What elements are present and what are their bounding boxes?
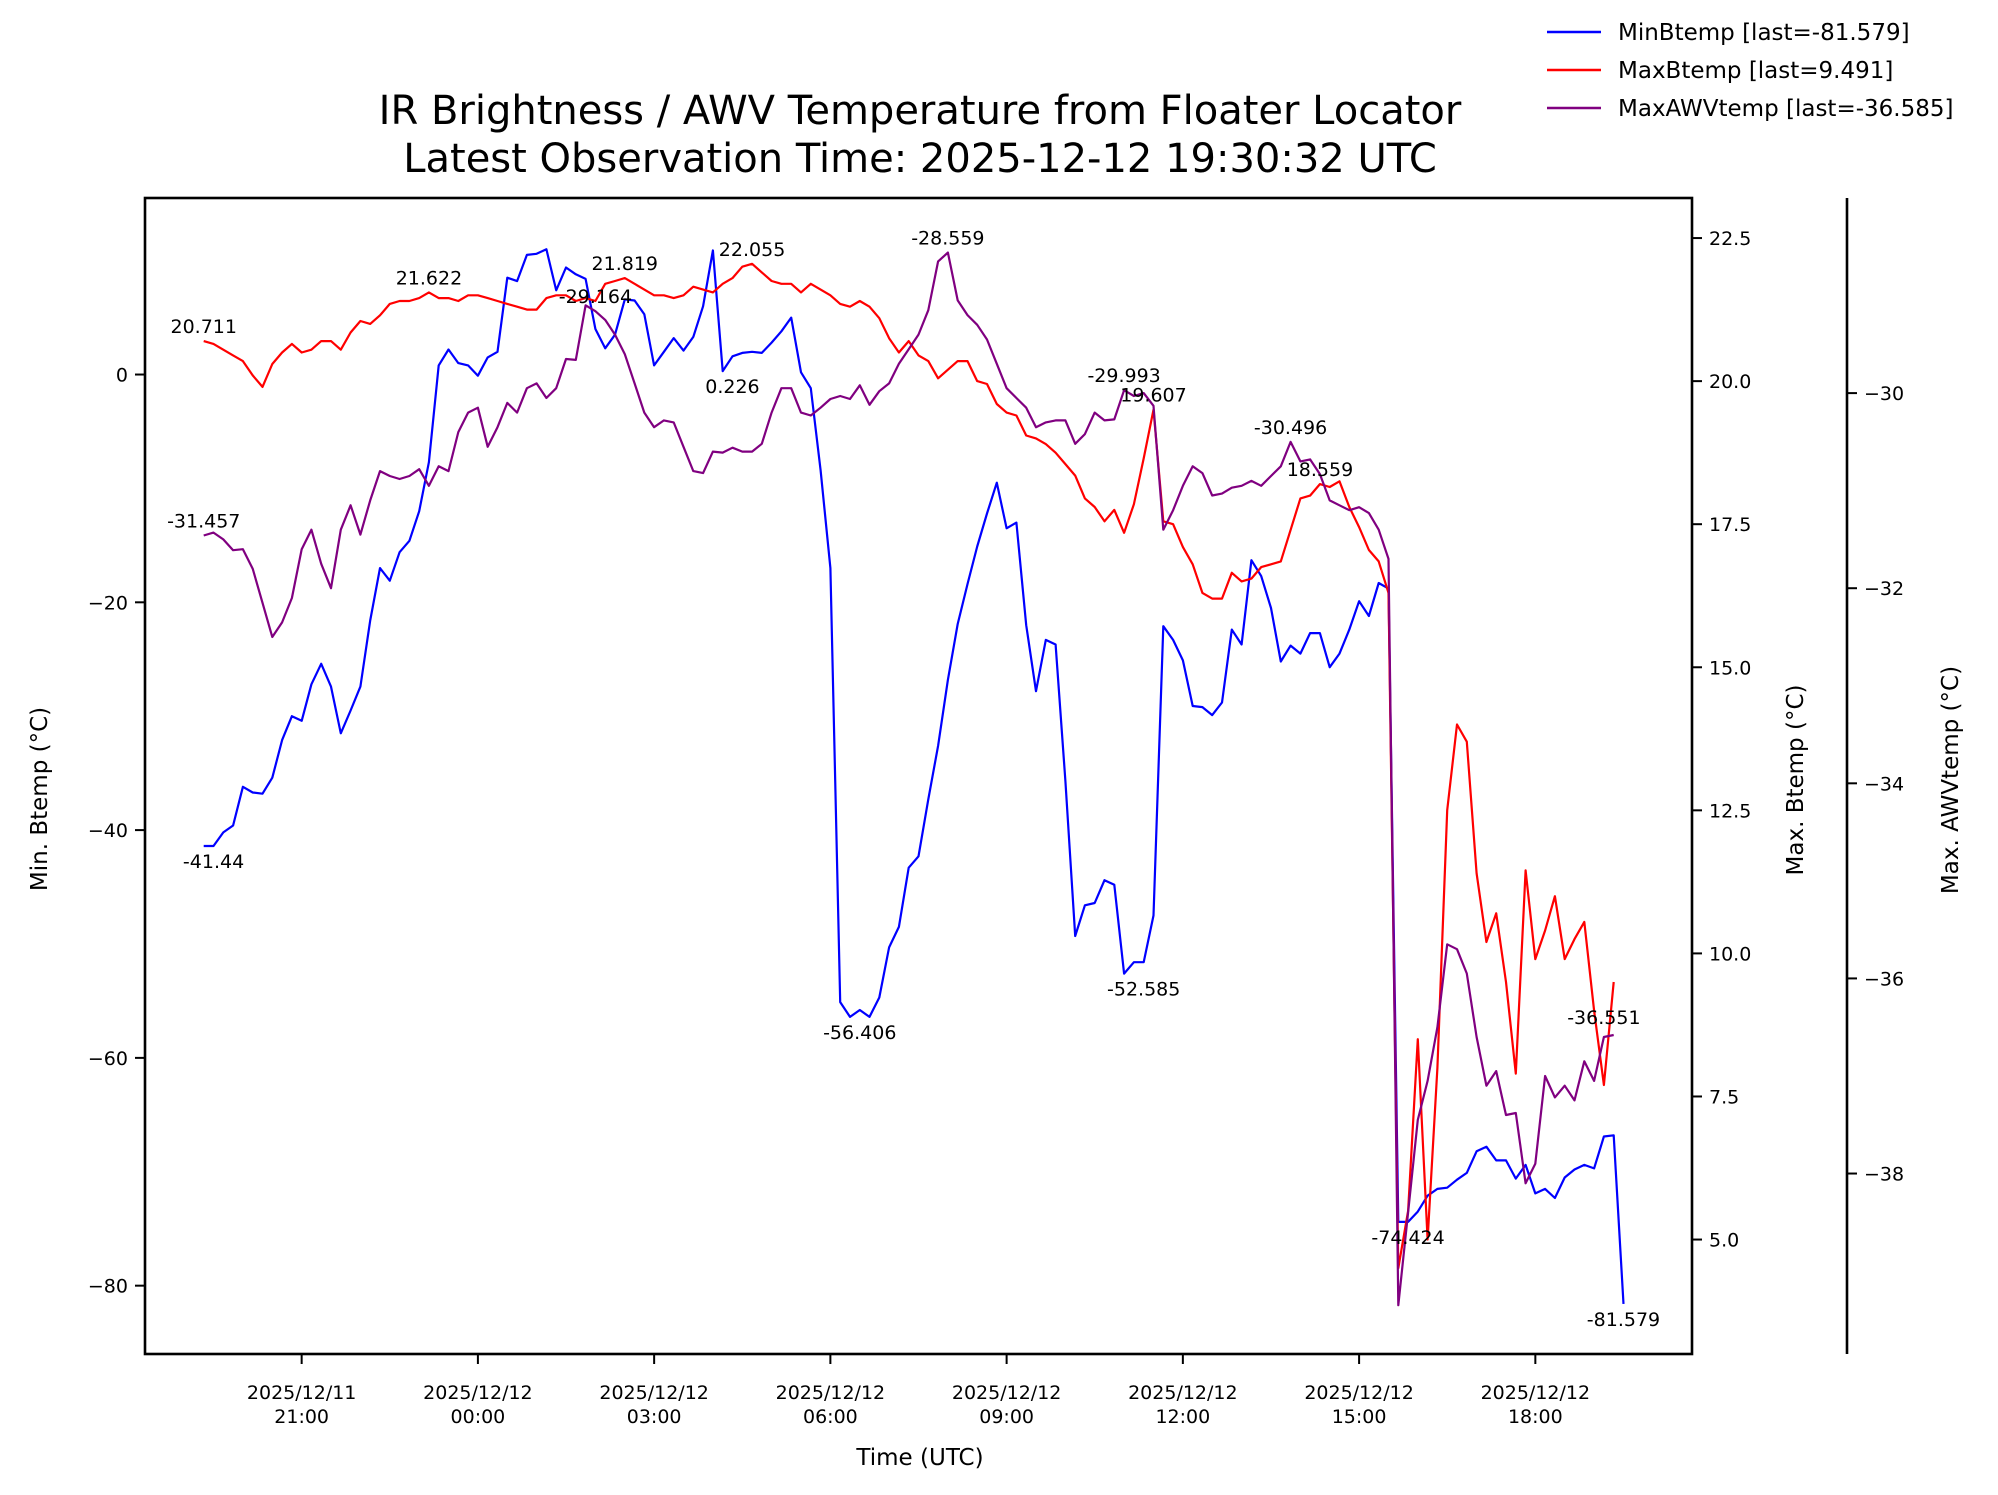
y-tick-label-right2: −38	[1864, 1164, 1904, 1186]
y-tick-label-left: −40	[88, 820, 128, 842]
data-label-0-1: 0.226	[705, 376, 759, 398]
x-tick-label-date: 2025/12/12	[952, 1382, 1062, 1404]
x-tick-label-time: 12:00	[1155, 1406, 1210, 1428]
data-label-0-5: -81.579	[1587, 1309, 1660, 1331]
data-label-1-2: 21.819	[592, 253, 658, 275]
x-tick-label-time: 00:00	[451, 1406, 506, 1428]
x-tick-label-date: 2025/12/12	[599, 1382, 709, 1404]
data-label-1-1: 21.622	[396, 267, 462, 289]
data-label-2-2: -28.559	[911, 228, 984, 250]
data-label-0-2: -56.406	[823, 1022, 896, 1044]
series-line-2	[203, 251, 1614, 1307]
y-tick-label-right1: 7.5	[1709, 1086, 1739, 1108]
legend: MinBtemp [last=-81.579] MaxBtemp [last=9.…	[1547, 20, 1953, 122]
x-tick-label-time: 09:00	[979, 1406, 1034, 1428]
axes-layer: 2025/12/1121:002025/12/1200:002025/12/12…	[88, 196, 1904, 1428]
y-tick-label-right2: −30	[1864, 383, 1904, 405]
x-tick-label-time: 06:00	[803, 1406, 858, 1428]
y-tick-label-right2: −34	[1864, 773, 1904, 795]
x-tick-label-time: 18:00	[1508, 1406, 1563, 1428]
x-tick-label-time: 03:00	[627, 1406, 682, 1428]
chart-title-line2: Latest Observation Time: 2025-12-12 19:3…	[403, 136, 1437, 182]
x-tick-label-date: 2025/12/11	[247, 1382, 357, 1404]
data-label-0-4: -74.424	[1371, 1227, 1444, 1249]
y-tick-label-left: −60	[88, 1048, 128, 1070]
legend-label-0: MinBtemp [last=-81.579]	[1618, 20, 1910, 46]
y-tick-label-left: 0	[116, 365, 128, 387]
y-tick-label-right1: 17.5	[1709, 514, 1751, 536]
y-tick-label-right1: 10.0	[1709, 943, 1751, 965]
y-tick-label-right1: 22.5	[1709, 228, 1751, 250]
y-tick-label-right1: 12.5	[1709, 800, 1751, 822]
x-tick-label-time: 15:00	[1332, 1406, 1387, 1428]
plot-frame	[143, 196, 1694, 1356]
y-tick-label-right2: −32	[1864, 578, 1904, 600]
y-tick-label-right2: −36	[1864, 968, 1904, 990]
data-label-1-0: 20.711	[171, 316, 237, 338]
series-line-1	[203, 262, 1615, 1270]
y-axis-left-label: Min. Btemp (°C)	[27, 707, 53, 891]
data-label-0-3: -52.585	[1107, 979, 1180, 1001]
y-tick-label-right1: 5.0	[1709, 1230, 1739, 1252]
series-layer	[203, 248, 1625, 1307]
data-label-1-4: 19.607	[1120, 385, 1186, 407]
x-tick-label-date: 2025/12/12	[1304, 1382, 1414, 1404]
x-tick-label-date: 2025/12/12	[1128, 1382, 1238, 1404]
data-label-2-5: -36.551	[1567, 1007, 1640, 1029]
x-tick-label-date: 2025/12/12	[423, 1382, 533, 1404]
data-label-1-5: 18.559	[1287, 459, 1353, 481]
y-axis-right2-label: Max. AWVtemp (°C)	[1938, 666, 1964, 894]
x-tick-label-time: 21:00	[274, 1406, 329, 1428]
data-label-2-3: -29.993	[1087, 365, 1160, 387]
data-label-0-0: -41.44	[183, 851, 244, 873]
legend-label-2: MaxAWVtemp [last=-36.585]	[1618, 96, 1953, 122]
x-tick-label-date: 2025/12/12	[776, 1382, 886, 1404]
series-line-0	[203, 248, 1625, 1304]
y-tick-label-left: −80	[88, 1276, 128, 1298]
y-tick-label-left: −20	[88, 592, 128, 614]
data-label-2-0: -31.457	[167, 511, 240, 533]
y-tick-label-right1: 20.0	[1709, 371, 1751, 393]
annotation-layer: -41.44 0.226 -56.406 -52.585 -74.424 -81.579 2…	[167, 228, 1660, 1331]
data-label-2-4: -30.496	[1254, 417, 1327, 439]
legend-label-1: MaxBtemp [last=9.491]	[1618, 58, 1893, 84]
y-tick-label-right1: 15.0	[1709, 657, 1751, 679]
x-tick-label-date: 2025/12/12	[1481, 1382, 1591, 1404]
data-label-2-1: -29.164	[559, 286, 632, 308]
chart-title-line1: IR Brightness / AWV Temperature from Flo…	[379, 88, 1462, 134]
data-label-1-3: 22.055	[719, 239, 785, 261]
y-axis-right1-label: Max. Btemp (°C)	[1783, 685, 1809, 876]
x-axis-label: Time (UTC)	[855, 1445, 983, 1471]
